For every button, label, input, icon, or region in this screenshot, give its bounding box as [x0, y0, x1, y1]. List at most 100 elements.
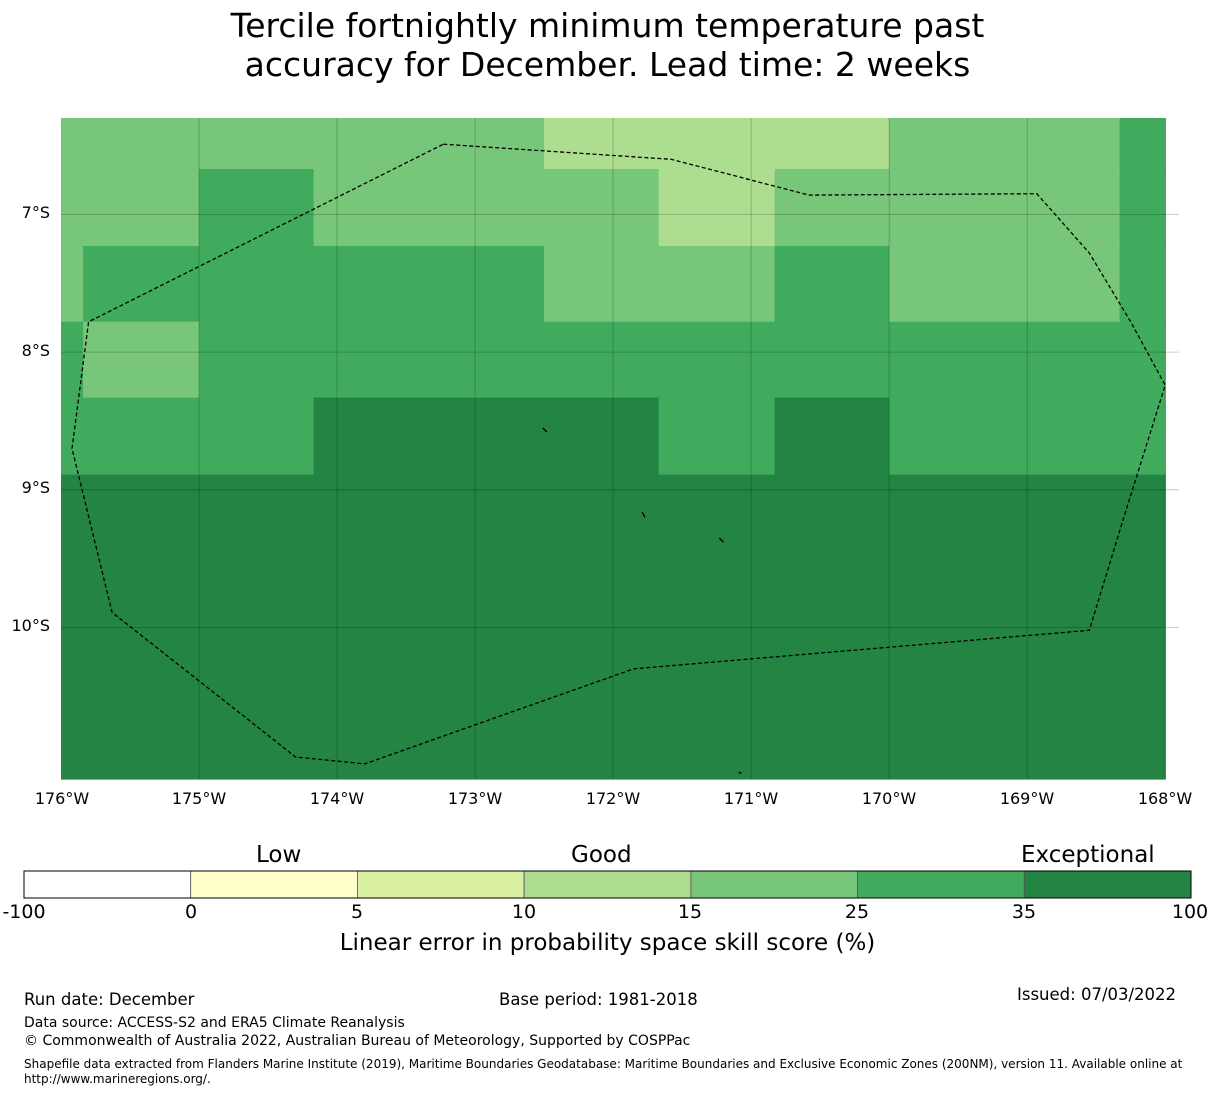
lon-label-176w: 176°W — [34, 789, 90, 808]
issued-date: Issued: 07/03/2022 — [1017, 985, 1177, 1004]
grid-cell — [544, 168, 660, 247]
colorbar-outline — [23, 870, 1192, 899]
copyright: © Commonwealth of Australia 2022, Austra… — [24, 1033, 691, 1049]
island-outline — [738, 771, 742, 775]
shapefile-credit: Shapefile data extracted from Flanders M… — [24, 1057, 1183, 1086]
colorbar-segment — [523, 870, 692, 899]
grid-cell — [544, 246, 660, 323]
colorbar-tick: 100 — [1171, 901, 1209, 923]
grid-cell — [1119, 397, 1166, 476]
grid-cell — [1119, 118, 1166, 170]
colorbar-label: Linear error in probability space skill … — [339, 930, 876, 956]
colorbar-tick: 10 — [511, 901, 537, 923]
grid-cell — [774, 474, 890, 780]
grid-cell — [313, 168, 545, 247]
grid-cell — [889, 397, 1121, 476]
lon-label-175w: 175°W — [171, 789, 227, 808]
grid-cell — [658, 118, 776, 170]
colorbar-category-low: Low — [256, 842, 302, 868]
colorbar-category-exceptional: Exceptional — [1021, 842, 1155, 868]
colorbar-segment — [1023, 870, 1192, 899]
grid-cell — [61, 397, 200, 476]
lat-label-9s: 9°S — [21, 478, 50, 497]
grid-cell — [544, 118, 660, 170]
lat-label-7s: 7°S — [21, 203, 50, 222]
grid-cell — [199, 118, 315, 170]
grid-cell — [1119, 246, 1166, 323]
grid-cell — [544, 397, 660, 476]
grid-cell — [61, 246, 84, 322]
lon-label-168w: 168°W — [1137, 789, 1193, 808]
grid-cell — [1119, 474, 1166, 780]
grid-cell — [774, 168, 890, 247]
grid-cell — [199, 474, 315, 780]
grid-cell — [889, 474, 1121, 780]
grid-cell — [774, 118, 890, 170]
colorbar-tick: 0 — [184, 901, 198, 923]
grid-cell — [313, 474, 545, 780]
grid-cell — [889, 246, 1121, 323]
grid-cell — [313, 321, 545, 399]
colorbar-tick: -100 — [2, 901, 46, 923]
grid-cell — [889, 118, 1121, 170]
colorbar-segment — [190, 870, 358, 899]
grid-cell — [313, 397, 545, 476]
lon-label-172w: 172°W — [585, 789, 641, 808]
colorbar-segment — [23, 870, 192, 899]
grid-cell — [199, 397, 315, 476]
island-outline — [542, 427, 548, 433]
data-source: Data source: ACCESS-S2 and ERA5 Climate … — [24, 1015, 405, 1031]
colorbar-segment — [857, 870, 1025, 899]
colorbar-segment — [357, 870, 525, 899]
eez-boundary-line — [71, 143, 1166, 765]
grid-cell — [658, 321, 776, 399]
grid-cell — [61, 118, 200, 170]
colorbar-tick: 25 — [844, 901, 870, 923]
grid-cell — [199, 168, 315, 247]
colorbar-tick: 35 — [1011, 901, 1037, 923]
grid-cell — [774, 397, 890, 476]
title-line-1: Tercile fortnightly minimum temperature … — [230, 6, 985, 45]
grid-cell — [313, 118, 545, 170]
colorbar-segment — [690, 870, 858, 899]
island-outline — [641, 511, 646, 518]
colorbar-tick: 15 — [677, 901, 703, 923]
lon-label-173w: 173°W — [447, 789, 503, 808]
grid-cell — [61, 246, 200, 323]
skill-grid — [61, 118, 1166, 780]
grid-cell — [199, 321, 315, 399]
chart-title: Tercile fortnightly minimum temperature … — [0, 6, 1215, 84]
grid-cell — [83, 321, 200, 398]
run-date: Run date: December — [24, 990, 195, 1009]
grid-cell — [889, 168, 1121, 247]
grid-cell — [658, 397, 776, 476]
lat-label-10s: 10°S — [11, 616, 50, 635]
title-line-2: accuracy for December. Lead time: 2 week… — [244, 45, 971, 84]
eez-boundary — [71, 143, 1166, 775]
grid-cell — [774, 246, 890, 323]
colorbar-tick: 5 — [350, 901, 364, 923]
base-period: Base period: 1981-2018 — [499, 990, 698, 1009]
grid-cell — [1119, 321, 1166, 399]
colorbar-category-good: Good — [571, 842, 632, 868]
island-outline — [718, 537, 725, 543]
lon-label-171w: 171°W — [723, 789, 779, 808]
grid-cell — [658, 474, 776, 780]
grid-cell — [1119, 168, 1166, 247]
lon-label-169w: 169°W — [999, 789, 1055, 808]
grid-cell — [544, 321, 660, 399]
grid-cell — [61, 168, 200, 247]
graticule — [61, 118, 1179, 779]
grid-cell — [889, 321, 1121, 399]
grid-cell — [313, 246, 545, 323]
colorbar — [23, 870, 1192, 899]
grid-cell — [658, 246, 776, 323]
grid-cell — [199, 246, 315, 323]
lon-label-170w: 170°W — [861, 789, 917, 808]
grid-cell — [774, 321, 890, 399]
grid-cell — [544, 474, 660, 780]
lat-label-8s: 8°S — [21, 341, 50, 360]
grid-cell — [61, 321, 84, 398]
lon-label-174w: 174°W — [309, 789, 365, 808]
